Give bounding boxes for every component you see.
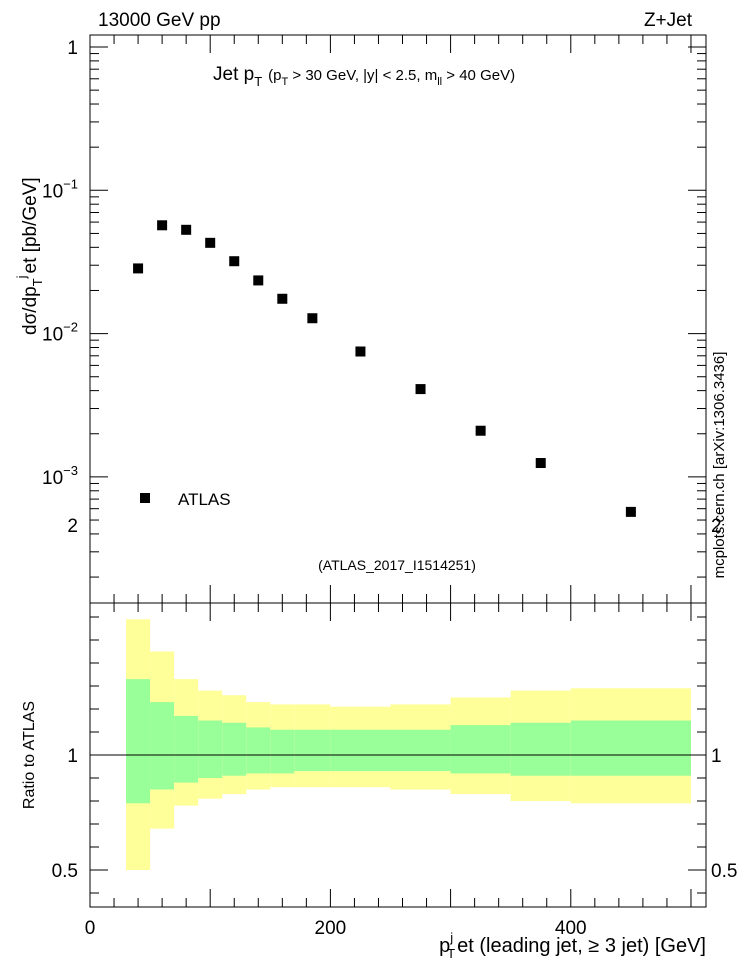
header-left: 13000 GeV pp bbox=[98, 10, 221, 31]
data-point-12 bbox=[625, 506, 636, 517]
stat-band-12 bbox=[570, 720, 691, 776]
stat-band-9 bbox=[390, 729, 451, 772]
y-tick-label: 10−3 bbox=[42, 463, 78, 489]
ratio-bands bbox=[126, 619, 691, 870]
ratio-tick-label-left: 1 bbox=[67, 746, 78, 767]
stat-band-7 bbox=[294, 729, 331, 772]
main-frame bbox=[89, 34, 707, 604]
data-point-5 bbox=[253, 275, 264, 286]
y-tick-label: 10−2 bbox=[42, 320, 78, 346]
main-y-label: dσ/dpTjet [pb/GeV] bbox=[14, 177, 45, 335]
legend-marker bbox=[140, 493, 150, 503]
stat-band-2 bbox=[174, 715, 199, 783]
data-point-0 bbox=[133, 263, 144, 274]
data-point-7 bbox=[307, 313, 318, 324]
ratio-tick-label-left: 0.5 bbox=[52, 861, 78, 882]
data-point-4 bbox=[229, 256, 240, 267]
y-tick-label: 10−1 bbox=[42, 176, 78, 202]
data-points bbox=[133, 220, 636, 517]
stat-band-0 bbox=[126, 679, 151, 804]
ratio-tick-label-right: 1 bbox=[711, 746, 722, 767]
stat-band-11 bbox=[510, 722, 571, 776]
y-tick-label: 1 bbox=[67, 38, 78, 59]
ratio-y-label: Ratio to ATLAS bbox=[21, 701, 38, 809]
main-title: Jet pT (pT > 30 GeV, |y| < 2.5, mll > 40 … bbox=[213, 64, 515, 89]
stat-band-4 bbox=[222, 722, 247, 776]
data-point-9 bbox=[415, 384, 426, 395]
data-point-10 bbox=[475, 425, 486, 436]
stat-band-6 bbox=[270, 729, 295, 774]
ratio-tick-label-left: 2 bbox=[67, 516, 78, 537]
data-point-11 bbox=[535, 458, 546, 469]
data-point-1 bbox=[157, 220, 168, 231]
ratio-tick-label-right: 0.5 bbox=[711, 861, 737, 882]
data-point-2 bbox=[181, 224, 192, 235]
stat-band-3 bbox=[198, 720, 223, 778]
side-label: mcplots.cern.ch [arXiv:1306.3436] bbox=[711, 352, 728, 579]
stat-band-1 bbox=[150, 702, 175, 790]
stat-band-5 bbox=[246, 727, 271, 774]
header-right: Z+Jet bbox=[644, 10, 693, 31]
stat-band-10 bbox=[450, 725, 511, 774]
x-tick-label: 400 bbox=[555, 918, 587, 939]
legend-label: ATLAS bbox=[178, 490, 231, 509]
data-point-3 bbox=[205, 237, 216, 248]
x-tick-label: 0 bbox=[85, 918, 96, 939]
x-tick-label: 200 bbox=[315, 918, 347, 939]
axes: 0 200 400 1 10−1 10−2 10−3 0.5 0.5 1 1 2 2 bbox=[42, 34, 737, 939]
data-point-6 bbox=[277, 293, 288, 304]
analysis-annotation: (ATLAS_2017_I1514251) bbox=[318, 557, 476, 573]
stat-band-8 bbox=[330, 729, 391, 772]
ratio-tick-label-right: 2 bbox=[711, 516, 722, 537]
data-point-8 bbox=[355, 346, 366, 357]
